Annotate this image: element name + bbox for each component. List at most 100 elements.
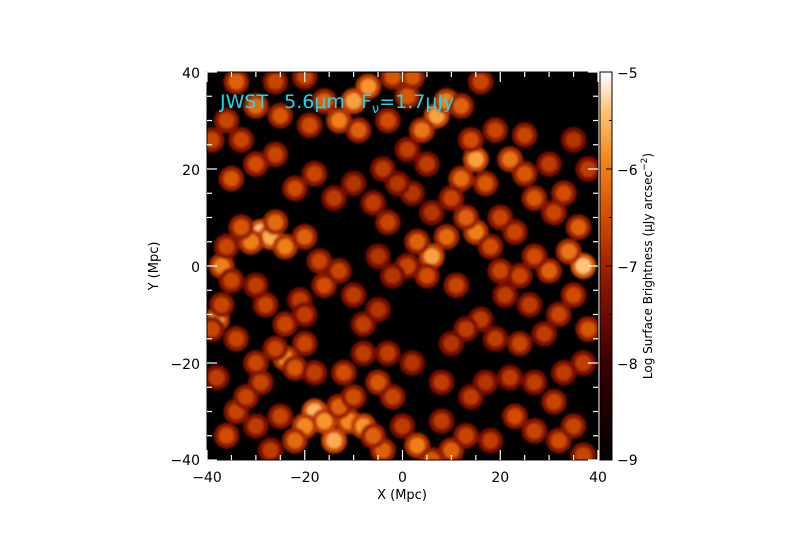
title-wavelength-unit-m: m — [326, 91, 345, 113]
source-blob — [287, 180, 303, 197]
source-blob — [526, 248, 543, 265]
source-blob — [546, 204, 562, 221]
source-blob — [575, 447, 592, 460]
source-blob — [287, 432, 303, 449]
source-blob — [213, 296, 230, 313]
source-blob — [502, 369, 518, 386]
source-blob — [414, 122, 430, 139]
colorbar-tick-label: −9 — [617, 453, 638, 469]
source-blob — [477, 374, 494, 391]
colorbar-label-exponent: −2 — [640, 158, 650, 171]
source-blob — [267, 340, 284, 357]
title-mission: JWST — [219, 91, 268, 113]
title-wavelength-unit-mu: μ — [314, 91, 326, 113]
y-tick-label: −40 — [170, 453, 200, 469]
source-blob — [555, 364, 572, 381]
source-blob — [296, 306, 313, 323]
source-blob — [218, 238, 235, 255]
source-blob — [355, 345, 372, 362]
source-blob — [355, 316, 372, 333]
source-blob — [228, 330, 245, 347]
source-blob — [228, 73, 245, 90]
source-blob — [326, 432, 342, 449]
source-blob — [389, 175, 406, 192]
x-tick-label: −40 — [192, 470, 222, 486]
source-blob — [472, 73, 489, 90]
colorbar-tick-label: −6 — [617, 163, 638, 179]
colorbar-label-mu: μ — [641, 224, 655, 232]
source-blob — [575, 258, 592, 274]
source-blob — [365, 427, 381, 444]
source-blob — [218, 112, 235, 129]
source-blob — [257, 296, 274, 313]
source-blob — [570, 219, 587, 236]
x-tick-label: 40 — [589, 470, 607, 486]
source-blob — [409, 233, 425, 250]
source-blob — [384, 389, 401, 405]
source-blob — [301, 117, 318, 134]
source-blob — [551, 432, 567, 449]
source-blob — [419, 156, 435, 172]
source-blob — [394, 418, 411, 434]
y-axis-label: Y (Mpc) — [147, 242, 162, 292]
y-tick-labels: 40 20 0 −20 −40 — [170, 66, 200, 469]
source-blob — [316, 93, 333, 109]
source-blob — [580, 321, 597, 337]
colorbar-label-unit: Jy arcsec — [641, 171, 655, 225]
source-blob — [443, 442, 460, 459]
source-blob — [384, 72, 401, 85]
source-blob — [560, 243, 577, 260]
source-blob — [502, 151, 518, 168]
source-blob — [287, 360, 303, 376]
source-blob — [207, 132, 220, 148]
source-blob — [458, 209, 474, 226]
source-blob — [223, 272, 240, 289]
source-blob — [419, 267, 435, 284]
source-blob — [409, 437, 425, 454]
source-blob — [399, 141, 416, 158]
source-blob — [384, 267, 401, 284]
source-blob — [424, 452, 440, 460]
source-blob — [477, 175, 494, 192]
source-blobs — [207, 72, 598, 460]
title-flux-subscript: ν — [372, 102, 379, 117]
source-blob — [516, 166, 533, 182]
source-blob — [262, 442, 279, 459]
source-blob — [526, 374, 543, 391]
source-blob — [233, 219, 250, 236]
source-blob — [482, 238, 499, 255]
title-flux-unit: μJy — [425, 91, 454, 113]
source-blob — [207, 321, 220, 337]
colorbar-tick-label: −5 — [617, 66, 638, 82]
source-blob — [424, 204, 440, 221]
source-blob — [345, 389, 362, 405]
source-blob — [546, 393, 562, 410]
colorbar: −5 −6 −7 −8 −9 Log Surface Brightness (μ… — [599, 66, 655, 469]
source-blob — [360, 78, 377, 95]
axis-ticks — [206, 71, 599, 461]
source-blob — [248, 355, 264, 371]
colorbar-label-close: ) — [641, 153, 655, 158]
title-flux-equals: =1.7 — [379, 91, 425, 113]
source-blob — [375, 161, 391, 177]
source-blob — [507, 408, 523, 425]
source-blob — [248, 98, 264, 114]
x-tick-labels: −40 −20 0 20 40 — [192, 470, 607, 486]
source-blob — [453, 170, 469, 187]
colorbar-tick-label: −8 — [617, 357, 638, 373]
source-blob — [350, 122, 367, 139]
source-blob — [507, 224, 523, 240]
y-tick-label: 0 — [191, 260, 200, 276]
y-tick-label: 20 — [182, 163, 200, 179]
source-blob — [248, 418, 264, 434]
source-blob — [438, 229, 455, 245]
source-blob — [208, 369, 225, 386]
source-blob — [248, 156, 264, 172]
source-blob — [565, 418, 582, 434]
x-tick-label: 20 — [491, 470, 509, 486]
source-blob — [326, 190, 342, 206]
source-blob — [331, 263, 347, 279]
source-blob — [526, 423, 543, 439]
y-tick-label: 40 — [182, 66, 200, 82]
x-tick-label: 0 — [398, 470, 407, 486]
